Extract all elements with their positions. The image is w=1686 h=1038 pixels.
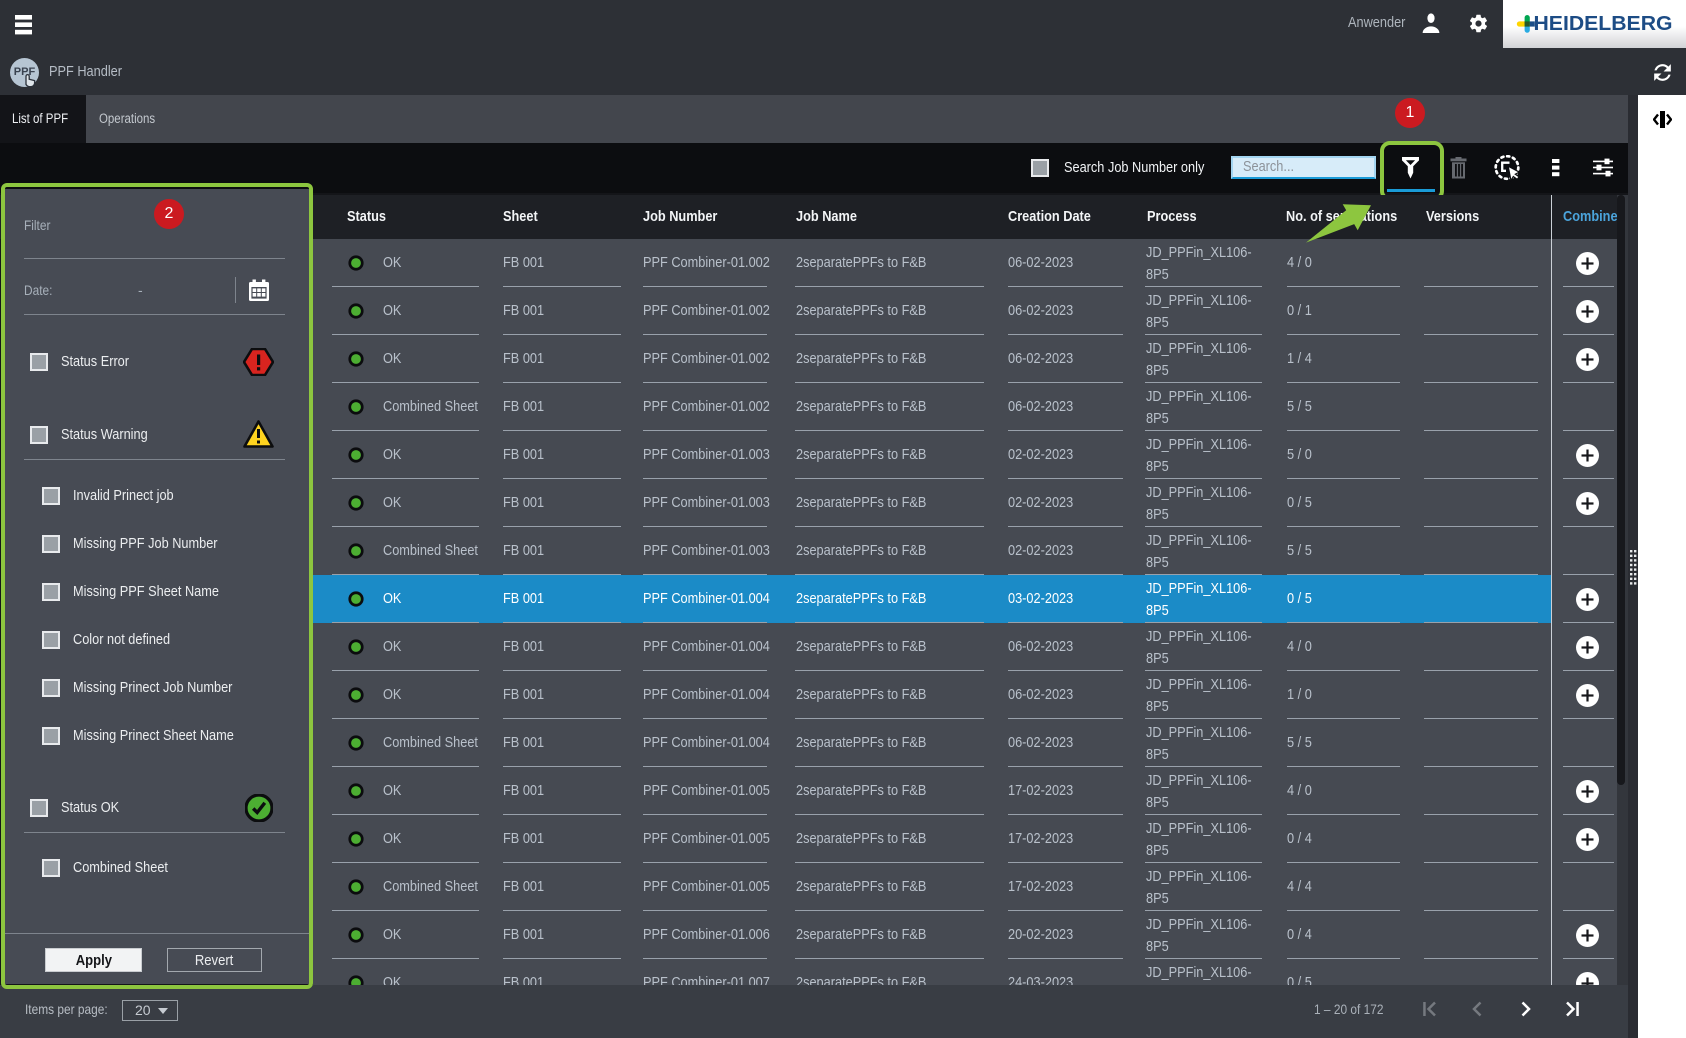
svg-text:HEIDELBERG: HEIDELBERG <box>1534 13 1673 35</box>
